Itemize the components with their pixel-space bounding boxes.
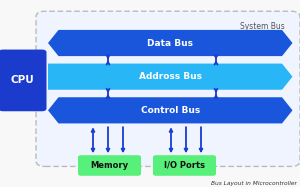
Polygon shape <box>48 30 292 56</box>
Text: Memory: Memory <box>90 161 129 170</box>
Text: I/O Ports: I/O Ports <box>164 161 205 170</box>
Polygon shape <box>48 97 292 123</box>
FancyBboxPatch shape <box>0 50 46 111</box>
Polygon shape <box>48 64 292 90</box>
FancyBboxPatch shape <box>78 155 141 176</box>
Text: CPU: CPU <box>11 75 34 85</box>
Text: Bus Layout in Microcontroller: Bus Layout in Microcontroller <box>211 181 297 186</box>
Text: System Bus: System Bus <box>240 22 285 31</box>
Text: Control Bus: Control Bus <box>141 106 200 115</box>
FancyBboxPatch shape <box>36 11 300 166</box>
FancyBboxPatch shape <box>153 155 216 176</box>
Text: Addross Bus: Addross Bus <box>139 72 202 81</box>
Text: Data Bus: Data Bus <box>147 39 193 47</box>
